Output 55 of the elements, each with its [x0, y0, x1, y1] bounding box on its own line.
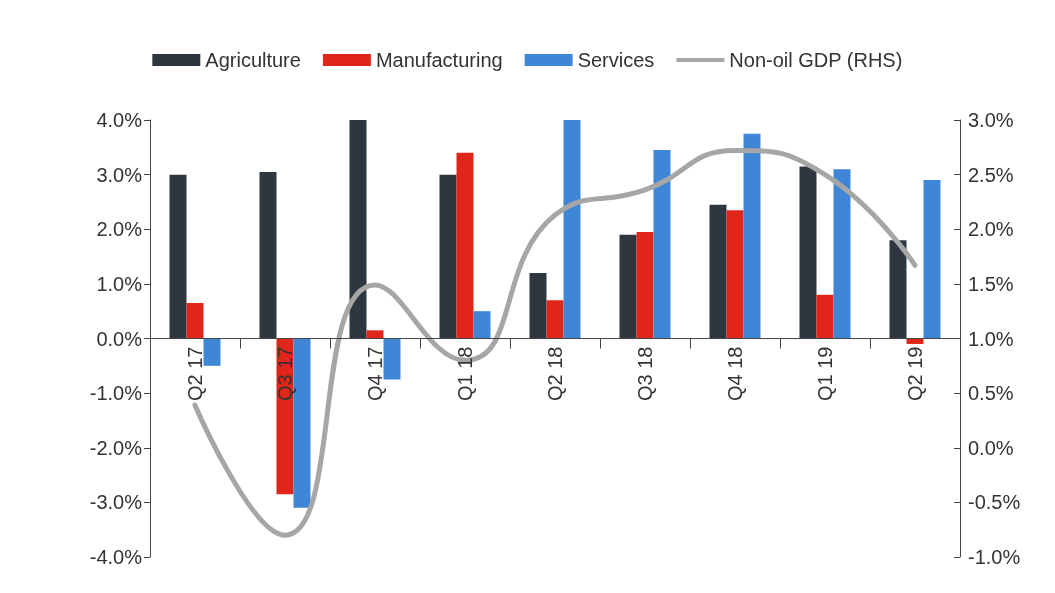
y-tick-label: -1.0%	[89, 382, 143, 405]
y2-tick-label: 3.0%	[968, 109, 1014, 131]
y-tick-label: -4.0%	[89, 546, 143, 568]
bar	[709, 204, 727, 339]
bar	[726, 210, 744, 339]
y-tick-label: 4.0%	[96, 109, 143, 131]
x-tick-label: Q3 18	[634, 346, 656, 401]
legend-label: Agriculture	[205, 49, 301, 71]
y-tick-label: 0.0%	[96, 327, 143, 350]
bar	[889, 240, 907, 339]
bar	[186, 302, 204, 339]
legend-label: Manufacturing	[375, 49, 503, 71]
x-tick-label: Q4 18	[724, 346, 746, 401]
y2-tick-label: -0.5%	[968, 491, 1021, 514]
bar	[169, 174, 187, 339]
y-tick-label: -2.0%	[89, 436, 143, 459]
bar	[529, 272, 547, 339]
y-tick-label: 3.0%	[96, 163, 143, 186]
x-tick-label: Q2 17	[184, 346, 206, 401]
bar	[349, 120, 367, 339]
bar	[456, 152, 474, 339]
y2-tick-label: 1.0%	[968, 327, 1014, 350]
y-tick-label: 1.0%	[96, 272, 143, 295]
bar	[653, 150, 671, 339]
bar	[366, 330, 384, 339]
x-tick-label: Q2 18	[544, 346, 566, 401]
y2-tick-label: 0.5%	[968, 382, 1014, 405]
x-tick-label: Q1 18	[454, 346, 476, 401]
bar	[203, 338, 221, 366]
bar	[473, 311, 491, 339]
bar	[906, 338, 924, 344]
legend-label: Services	[577, 49, 655, 71]
y2-tick-label: -1.0%	[968, 546, 1021, 568]
legend-label: Non-oil GDP (RHS)	[729, 49, 903, 71]
x-tick-label: Q2 19	[904, 346, 926, 401]
y2-tick-label: 0.0%	[968, 436, 1014, 459]
bar	[546, 300, 564, 339]
bar	[833, 169, 851, 339]
bar	[816, 294, 834, 339]
bar	[439, 174, 457, 339]
x-tick-label: Q4 17	[364, 346, 386, 401]
y2-tick-label: 2.5%	[968, 163, 1014, 186]
y2-tick-label: 1.5%	[968, 272, 1014, 295]
bar	[923, 180, 941, 339]
bar	[619, 234, 637, 339]
bar	[259, 171, 277, 339]
y-tick-label: 2.0%	[96, 218, 143, 241]
bar	[743, 133, 761, 339]
y2-tick-label: 2.0%	[968, 218, 1014, 241]
x-tick-label: Q3 17	[274, 346, 296, 401]
bar	[799, 166, 817, 339]
y-tick-label: -3.0%	[89, 491, 143, 514]
bar	[563, 120, 581, 339]
bar	[636, 231, 654, 339]
x-tick-label: Q1 19	[814, 346, 836, 401]
